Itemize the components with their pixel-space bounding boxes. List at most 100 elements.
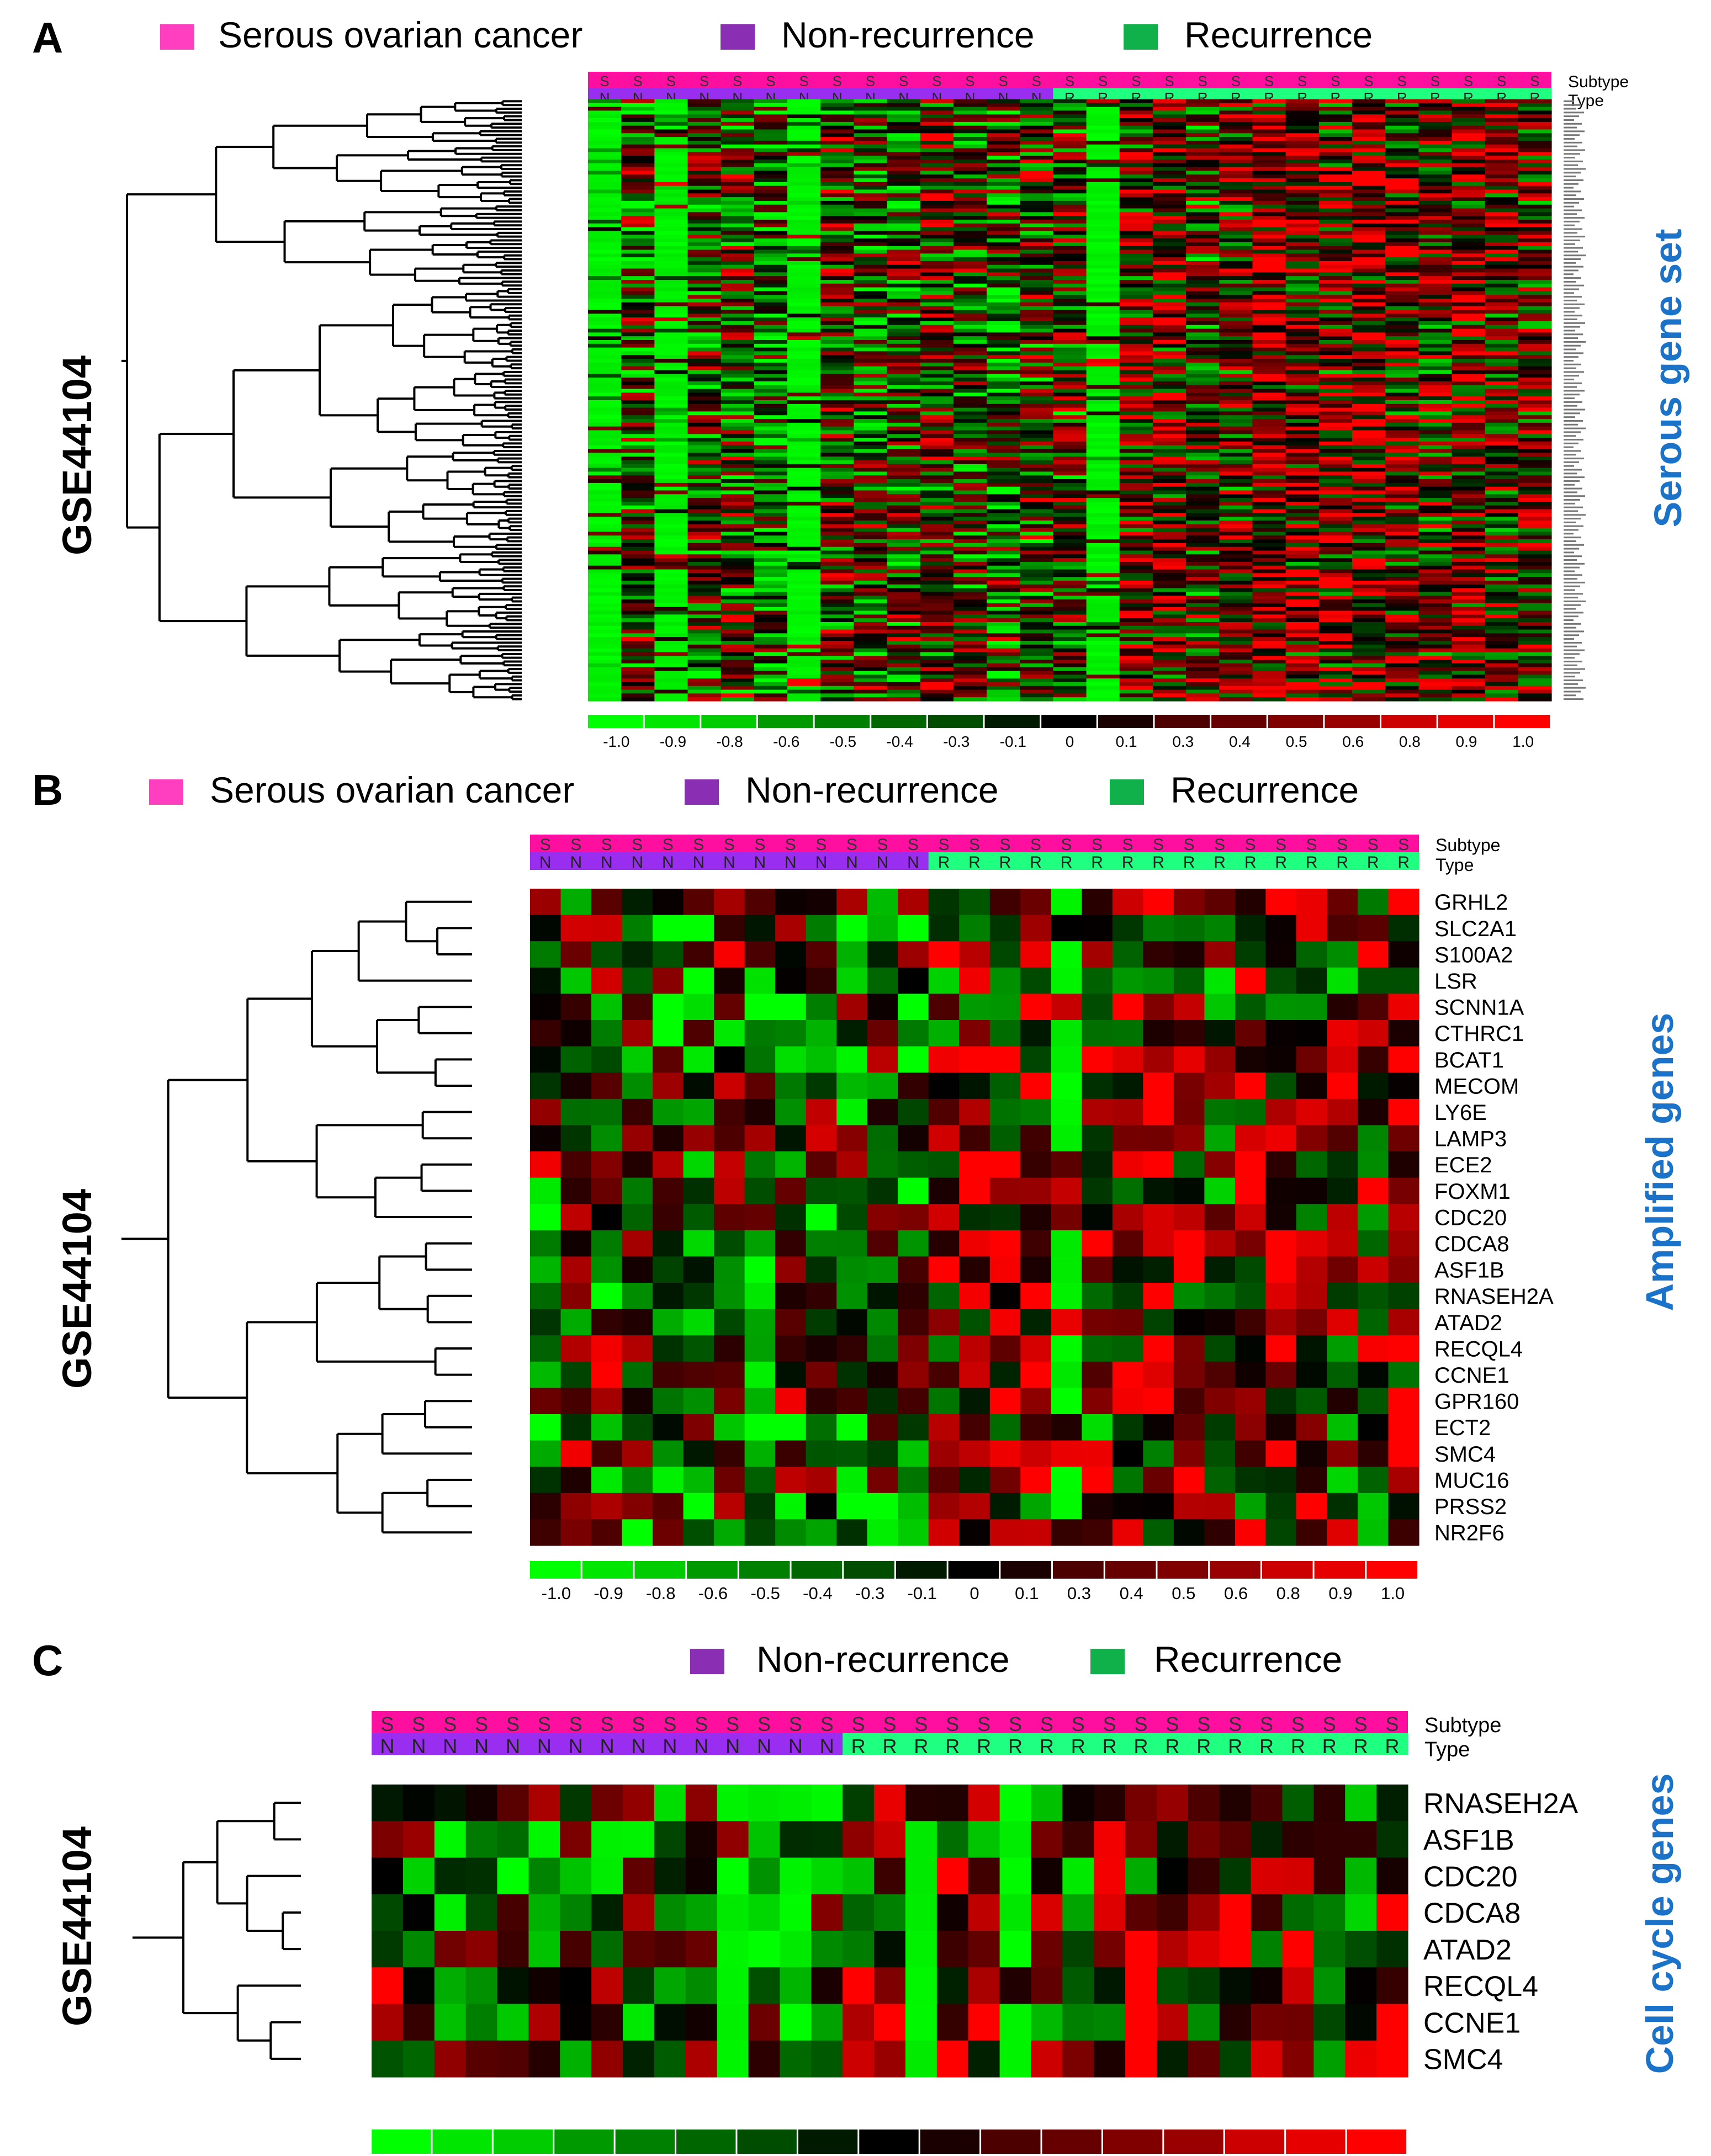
heatmap-cell <box>654 332 688 337</box>
heatmap-cell <box>1252 573 1286 577</box>
heatmap-cell <box>953 652 987 656</box>
heatmap-cell <box>588 378 622 382</box>
heatmap-cell <box>1452 264 1486 269</box>
heatmap-cell <box>1385 381 1419 386</box>
heatmap-cell <box>1252 471 1286 476</box>
heatmap-cell <box>1119 347 1153 352</box>
heatmap-cell <box>1252 317 1286 322</box>
heatmap-cell <box>754 137 788 141</box>
heatmap-cell <box>953 212 987 216</box>
heatmap-cell <box>953 148 987 152</box>
heatmap-cell <box>1053 220 1087 224</box>
heatmap-cell <box>687 325 722 330</box>
heatmap-cell <box>1485 468 1519 472</box>
heatmap-cell <box>1452 565 1486 570</box>
heatmap-cell <box>1285 622 1320 626</box>
heatmap-cell <box>1485 276 1519 280</box>
heatmap-cell <box>1186 197 1220 201</box>
heatmap-cell <box>1020 550 1054 555</box>
heatmap-cell <box>621 482 655 487</box>
heatmap-cell <box>1020 490 1054 495</box>
heatmap-cell <box>1186 539 1220 544</box>
heatmap-cell <box>1053 396 1087 401</box>
heatmap-cell <box>987 167 1020 172</box>
heatmap-cell <box>953 618 987 623</box>
heatmap-cell <box>588 121 622 126</box>
heatmap-cell <box>1352 370 1386 374</box>
heatmap-cell <box>654 486 688 491</box>
heatmap-cell <box>1318 400 1353 405</box>
heatmap-cell <box>1452 125 1486 130</box>
heatmap-cell <box>820 434 854 438</box>
heatmap-cell <box>1352 140 1386 145</box>
heatmap-cell <box>787 238 821 243</box>
heatmap-cell <box>854 565 888 570</box>
row-label-mark <box>1564 352 1583 354</box>
heatmap-cell <box>887 302 921 307</box>
heatmap-cell <box>1219 280 1253 284</box>
heatmap-cell <box>1385 99 1419 104</box>
heatmap-cell <box>787 697 821 702</box>
heatmap-cell <box>1385 287 1419 292</box>
heatmap-cell <box>1485 675 1519 679</box>
heatmap-cell <box>621 185 655 190</box>
heatmap-cell <box>787 306 821 311</box>
heatmap-cell <box>1186 682 1220 687</box>
heatmap-cell <box>588 204 622 209</box>
heatmap-cell <box>588 441 622 446</box>
heatmap-cell <box>1285 291 1320 295</box>
heatmap-cell <box>1186 287 1220 292</box>
heatmap-cell <box>721 546 755 551</box>
heatmap-cell <box>1518 129 1552 134</box>
heatmap-cell <box>721 347 755 352</box>
heatmap-cell <box>588 351 622 355</box>
heatmap-cell <box>1418 438 1453 442</box>
heatmap-cell <box>1119 246 1153 251</box>
heatmap-cell <box>920 261 954 265</box>
heatmap-cell <box>588 400 622 405</box>
heatmap-cell <box>1020 656 1054 660</box>
heatmap-cell <box>1452 663 1486 668</box>
heatmap-cell <box>1518 253 1552 258</box>
heatmap-cell <box>1053 407 1087 412</box>
heatmap-cell <box>987 220 1020 224</box>
heatmap-cell <box>854 268 888 273</box>
heatmap-cell <box>1119 581 1153 585</box>
heatmap-cell <box>920 460 954 465</box>
heatmap-cell <box>588 550 622 555</box>
heatmap-cell <box>1318 532 1353 536</box>
heatmap-cell <box>1518 528 1552 533</box>
heatmap-cell <box>1485 584 1519 589</box>
heatmap-cell <box>1053 156 1087 160</box>
heatmap-cell <box>1318 614 1353 619</box>
heatmap-cell <box>987 641 1020 645</box>
heatmap-cell <box>987 581 1020 585</box>
heatmap-cell <box>920 299 954 303</box>
heatmap-cell <box>1385 107 1419 111</box>
heatmap-cell <box>787 189 821 194</box>
heatmap-cell <box>621 596 655 600</box>
heatmap-cell <box>820 385 854 390</box>
heatmap-cell <box>754 460 788 465</box>
heatmap-cell <box>1186 156 1220 160</box>
heatmap-cell <box>1086 197 1120 201</box>
heatmap-cell <box>1020 441 1054 446</box>
heatmap-cell <box>621 257 655 262</box>
heatmap-cell <box>1086 415 1120 419</box>
heatmap-cell <box>1252 392 1286 397</box>
heatmap-cell <box>721 498 755 502</box>
heatmap-cell <box>721 389 755 393</box>
row-label-mark <box>1564 551 1574 554</box>
heatmap-cell <box>1053 246 1087 251</box>
heatmap-cell <box>787 532 821 536</box>
heatmap-cell <box>1252 200 1286 205</box>
heatmap-cell <box>854 479 888 484</box>
row-label-mark <box>1564 299 1577 301</box>
heatmap-cell <box>820 460 854 465</box>
heatmap-cell <box>854 125 888 130</box>
heatmap-cell <box>1053 411 1087 416</box>
heatmap-cell <box>1186 618 1220 623</box>
heatmap-cell <box>1385 592 1419 596</box>
heatmap-cell <box>854 569 888 573</box>
heatmap-cell <box>787 543 821 548</box>
